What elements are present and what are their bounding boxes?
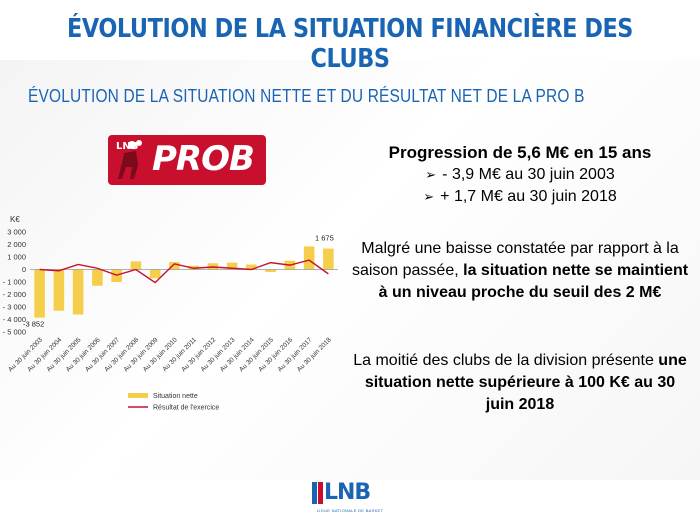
bar-situation-nette <box>34 269 45 318</box>
bar-situation-nette <box>323 248 334 270</box>
bar-situation-nette <box>92 269 103 286</box>
bar-situation-nette <box>53 269 65 311</box>
bar-situation-nette <box>246 264 257 270</box>
y-tick-label: 2 000 <box>7 240 26 249</box>
y-tick-label: - 1 000 <box>3 278 26 287</box>
y-axis-label: K€ <box>10 215 20 224</box>
footer-lnb-text: LNB <box>324 480 371 505</box>
headline-block: Progression de 5,6 M€ en 15 ans ➢ - 3,9 M… <box>350 142 690 208</box>
x-tick-label: Au 30 juin 2011 <box>161 336 198 373</box>
paragraph-1-text: Malgré une baisse constatée par rapport … <box>351 240 679 279</box>
data-label: -3 852 <box>23 320 44 329</box>
footer-lnb-logo: LNB LIGUE NATIONALE DE BASKET <box>310 478 390 518</box>
y-tick-label: 1 000 <box>7 253 26 262</box>
bullet-2018-text: + 1,7 M€ au 30 juin 2018 <box>440 188 617 205</box>
y-tick-label: - 3 000 <box>3 303 26 312</box>
bar-situation-nette <box>149 269 161 279</box>
data-label: 1 675 <box>315 234 334 243</box>
logo-lnb-text: LNB <box>116 141 139 152</box>
logo-prob-text: PROB <box>152 139 255 179</box>
legend-label-situation-nette: Situation nette <box>153 393 198 400</box>
player-silhouette-icon <box>312 482 323 504</box>
arrow-bullet-icon: ➢ <box>425 167 437 182</box>
paragraph-2-bold: une situation nette supérieure à 100 K€ … <box>364 352 687 413</box>
y-tick-label: - 4 000 <box>3 315 26 324</box>
bar-situation-nette <box>130 261 142 270</box>
bar-situation-nette <box>265 269 276 272</box>
bullet-2003-text: - 3,9 M€ au 30 juin 2003 <box>442 166 615 183</box>
paragraph-situation-nette: Malgré une baisse constatée par rapport … <box>350 238 690 304</box>
y-tick-label: 3 000 <box>7 228 26 237</box>
paragraph-moitie-clubs: La moitié des clubs de la division prése… <box>350 350 690 416</box>
arrow-bullet-icon: ➢ <box>423 189 435 204</box>
y-tick-label: - 2 000 <box>3 290 26 299</box>
line-resultat-exercice <box>39 259 329 284</box>
bar-situation-nette <box>72 269 84 315</box>
bar-situation-nette <box>169 262 180 270</box>
paragraph-2-text: La moitié des clubs de la division prése… <box>353 352 659 369</box>
bullet-2003: ➢ - 3,9 M€ au 30 juin 2003 <box>350 164 690 186</box>
slide-subtitle: ÉVOLUTION DE LA SITUATION NETTE ET DU RÉ… <box>28 86 585 106</box>
basketball-player-icon <box>118 140 142 179</box>
paragraph-1-bold: la situation nette se maintient à un niv… <box>378 262 689 301</box>
y-tick-label: 0 <box>22 265 26 274</box>
bar-situation-nette <box>303 246 315 270</box>
x-tick-label: Au 30 juin 2018 <box>296 336 333 373</box>
footer-tagline: LIGUE NATIONALE DE BASKET <box>316 508 384 513</box>
legend-label-resultat: Résultat de l'exercice <box>153 405 219 412</box>
legend-swatch-situation-nette <box>128 393 148 398</box>
bar-situation-nette <box>226 262 238 270</box>
pro-b-logo: LNB PROB <box>108 135 266 185</box>
financial-chart: K€ 3 000 2 000 1 000 0 - 1 000 - 2 000 - 3 000… <box>3 215 338 412</box>
headline-text: Progression de 5,6 M€ en 15 ans <box>388 143 652 162</box>
bullet-2018: ➢ + 1,7 M€ au 30 juin 2018 <box>350 186 690 208</box>
slide-title: ÉVOLUTION DE LA SITUATION FINANCIÈRE DES… <box>67 14 633 74</box>
y-tick-label: - 5 000 <box>3 328 26 337</box>
